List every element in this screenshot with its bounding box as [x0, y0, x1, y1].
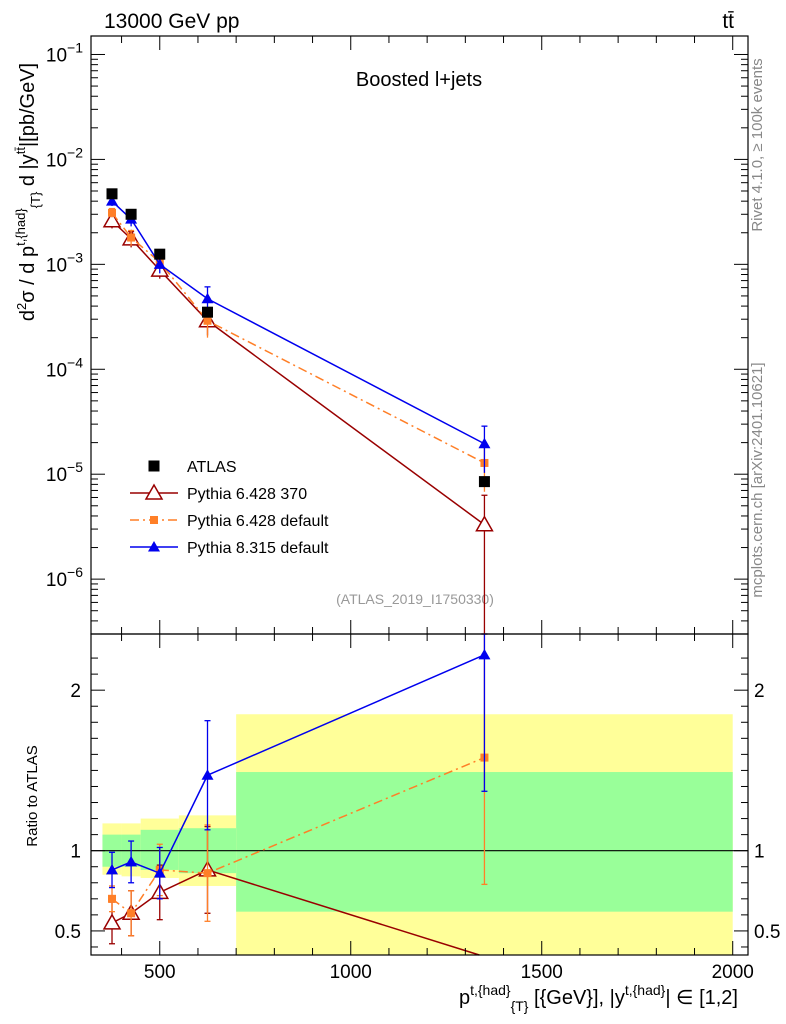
ratio-frame: [90, 633, 749, 956]
main-panel: 10−6 10−5 10−4 10−3 10−2 10−1: [46, 35, 749, 635]
ratio-point-py6_def: [127, 909, 136, 918]
y-tick-label: 10−5: [46, 459, 83, 486]
point-py8: [153, 258, 166, 269]
ratio-point-py8: [201, 769, 214, 780]
ratio-tick-label-right: 0.5: [754, 922, 780, 943]
process-label: tt̄: [722, 10, 734, 33]
point-atlas: [106, 188, 118, 200]
series-line-py8: [111, 200, 485, 445]
y-tick-label: 10−6: [46, 564, 83, 591]
legend-marker-py8: [148, 541, 160, 552]
x-tick-label: 500: [144, 962, 176, 983]
legend-marker-py6_370: [144, 483, 164, 500]
ratio-tick-label-right: 2: [754, 681, 765, 702]
x-tick-label: 1500: [521, 962, 563, 983]
point-atlas: [125, 208, 137, 220]
point-py8: [106, 195, 119, 206]
y-tick-label: 10−4: [46, 354, 83, 381]
legend-label-py8: Pythia 8.315 default: [187, 540, 329, 557]
legend-marker-atlas: [148, 460, 160, 472]
point-atlas: [478, 476, 490, 488]
y-axis-label: d2σ / d pt,{had}{T} d |ytt̄|[pb/GeV]: [13, 63, 43, 321]
ratio-point-py6_def: [108, 894, 117, 903]
analysis-tag: (ATLAS_2019_I1750330): [336, 591, 494, 607]
y-tick-label: 10−3: [46, 249, 83, 276]
x-axis-label: pt,{had}{T} [{GeV}], |yt,{had}| ∈ [1,2]: [459, 982, 738, 1014]
legend: ATLAS Pythia 6.428 370 Pythia 6.428 defaul…: [130, 459, 329, 557]
point-py8: [478, 437, 491, 449]
ratio-point-py6_def: [203, 869, 212, 878]
chart-title: Boosted l+jets: [356, 69, 482, 91]
ratio-tick-label-right: 1: [754, 842, 765, 863]
rivet-label: Rivet 4.1.0, ≥ 100k events: [749, 58, 766, 231]
x-tick-label: 2000: [712, 962, 754, 983]
ratio-point-py8: [106, 863, 119, 875]
point-py6_def: [108, 208, 117, 217]
y-tick-label: 10−2: [46, 144, 83, 171]
series-line-py6_def: [111, 212, 485, 464]
legend-label-py6_370: Pythia 6.428 370: [187, 486, 307, 503]
mcplots-label: mcplots.cern.ch [arXiv:2401.10621]: [749, 362, 766, 597]
legend-label-py6_def: Pythia 6.428 default: [187, 513, 329, 530]
point-py6_def: [203, 316, 212, 325]
legend-label-atlas: ATLAS: [187, 459, 237, 476]
point-atlas: [154, 248, 166, 260]
y-tick-label: 10−1: [46, 39, 83, 66]
x-tick-label: 1000: [330, 962, 372, 983]
ratio-point-py8: [153, 867, 166, 878]
ratio-y-label: Ratio to ATLAS: [24, 745, 41, 846]
ratio-tick-label: 1: [70, 842, 81, 863]
ratio-tick-label: 2: [70, 681, 81, 702]
legend-marker-py6_def: [150, 516, 158, 524]
energy-label: 13000 GeV pp: [104, 10, 239, 33]
ratio-line-py6_def: [111, 756, 485, 915]
point-py6_370: [475, 515, 494, 532]
ratio-point-py8: [478, 648, 491, 660]
ratio-tick-label: 0.5: [55, 922, 81, 943]
point-py6_370: [102, 211, 122, 228]
ratio-point-py6_370: [102, 913, 122, 930]
point-py6_def: [127, 233, 136, 242]
point-py8: [201, 292, 214, 304]
series-line-py6_370: [111, 220, 485, 526]
ratio-point-py8: [125, 855, 138, 867]
point-atlas: [202, 306, 214, 318]
